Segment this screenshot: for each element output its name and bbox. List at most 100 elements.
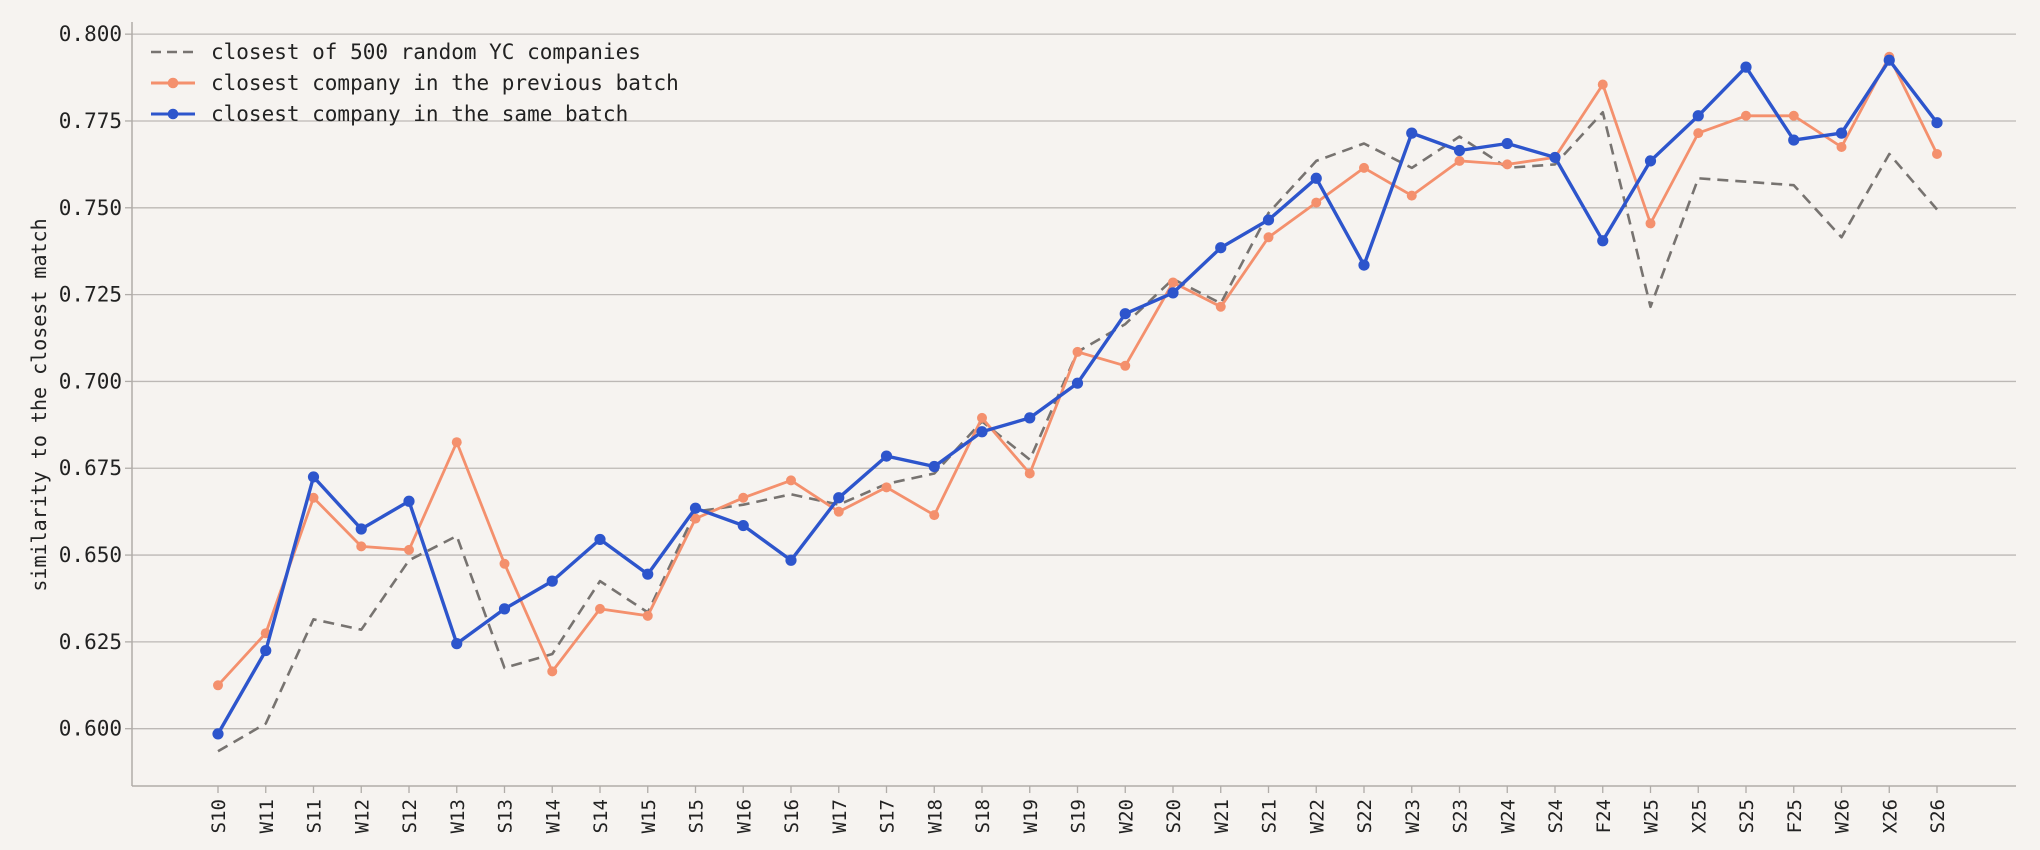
legend-label: closest company in the previous batch [211, 71, 679, 95]
x-tick-label: W18 [924, 799, 946, 833]
data-point [1501, 137, 1513, 150]
legend-label: closest of 500 random YC companies [211, 40, 641, 64]
x-tick-label: W15 [638, 799, 660, 833]
data-point [1453, 144, 1466, 157]
x-tick-label: W21 [1211, 799, 1233, 833]
data-point [1645, 218, 1656, 229]
data-point [595, 603, 605, 614]
data-point [594, 533, 606, 546]
data-point [881, 482, 892, 493]
data-point [498, 603, 511, 615]
x-tick-label: S20 [1163, 799, 1185, 833]
legend: closest of 500 random YC companies closes… [151, 40, 679, 126]
data-point [833, 506, 844, 517]
data-point [356, 541, 367, 552]
y-tick-label: 0.725 [59, 283, 122, 307]
data-point [1931, 117, 1943, 129]
data-point [1310, 172, 1322, 184]
series-2 [213, 51, 1942, 691]
x-tick-label: F24 [1593, 799, 1615, 833]
x-tick-label: S11 [304, 799, 326, 833]
y-axis-label: similarity to the closest match [27, 218, 51, 591]
data-point [1071, 377, 1084, 389]
data-point [1024, 412, 1036, 424]
data-point [1502, 159, 1513, 170]
y-tick-label: 0.775 [59, 109, 122, 133]
data-point [1740, 61, 1752, 73]
y-tick-label: 0.675 [59, 456, 122, 480]
y-tick-label: 0.800 [59, 22, 122, 46]
x-tick-label: S15 [686, 799, 708, 833]
data-point [1835, 127, 1848, 139]
legend-marker [167, 77, 179, 89]
data-point [977, 412, 987, 423]
data-point [404, 544, 414, 555]
data-point [355, 523, 367, 535]
data-point [403, 495, 415, 507]
x-tick-label: W24 [1497, 799, 1519, 833]
data-point [785, 554, 797, 566]
data-point [1215, 301, 1226, 312]
data-point [1788, 134, 1800, 146]
data-point [1932, 148, 1942, 159]
data-point [1741, 110, 1751, 121]
data-point [1311, 197, 1322, 208]
x-tick-labels: S10 W11 S11 W12 S12 W13 S13 W14 S14 W15 S15 W16 S16 W… [208, 786, 1949, 833]
x-tick-label: S14 [590, 799, 612, 833]
data-point [642, 568, 654, 580]
x-tick-label: W11 [256, 799, 278, 833]
x-tick-label: W13 [447, 799, 469, 833]
data-point [929, 510, 940, 521]
x-tick-label: W16 [733, 799, 755, 833]
data-point [1215, 242, 1227, 254]
data-point [1024, 468, 1035, 479]
x-tick-label: S24 [1545, 799, 1567, 833]
series [212, 51, 1943, 753]
x-tick-label: W26 [1832, 799, 1854, 833]
x-tick-label: W23 [1402, 799, 1424, 833]
data-point [1693, 128, 1704, 139]
data-point [546, 575, 558, 587]
data-point [1119, 308, 1131, 320]
data-point [1263, 232, 1274, 243]
x-tick-label: W25 [1641, 799, 1663, 833]
x-tick-label: S22 [1354, 799, 1376, 833]
data-point [212, 728, 224, 740]
x-tick-label: W20 [1115, 799, 1137, 833]
y-tick-label: 0.700 [59, 369, 122, 393]
data-point [1120, 360, 1131, 371]
x-tick-label: S13 [495, 799, 517, 833]
y-tick-labels: 0.600 0.625 0.650 0.675 0.700 0.725 0.750 0.775… [59, 22, 132, 741]
legend-item: closest company in the same batch [151, 102, 628, 126]
x-tick-label: X25 [1688, 799, 1710, 833]
x-tick-label: X26 [1879, 799, 1901, 833]
x-tick-label: W19 [1020, 799, 1042, 833]
x-tick-label: S25 [1736, 799, 1758, 833]
data-point [307, 471, 320, 483]
x-tick-label: S26 [1927, 799, 1949, 833]
x-tick-label: S23 [1450, 799, 1472, 833]
data-point [1883, 54, 1895, 66]
y-tick-label: 0.750 [59, 196, 122, 220]
data-point [1549, 151, 1561, 164]
x-tick-label: S12 [399, 799, 421, 833]
legend-marker [167, 108, 179, 120]
x-tick-label: F25 [1784, 799, 1806, 833]
y-tick-label: 0.600 [59, 717, 122, 741]
x-tick-label: W12 [351, 799, 373, 833]
data-point [928, 460, 940, 473]
data-point [499, 558, 510, 569]
data-point [1072, 346, 1083, 357]
data-point [1358, 259, 1370, 271]
data-point [547, 666, 558, 677]
data-point [690, 513, 701, 524]
y-tick-label: 0.625 [59, 630, 122, 654]
data-point [1836, 142, 1847, 153]
y-tick-label: 0.650 [59, 543, 122, 567]
data-point [1597, 235, 1609, 247]
data-point [642, 610, 653, 621]
x-tick-label: S17 [877, 799, 899, 833]
data-point [1597, 79, 1608, 90]
data-point [1262, 214, 1275, 226]
